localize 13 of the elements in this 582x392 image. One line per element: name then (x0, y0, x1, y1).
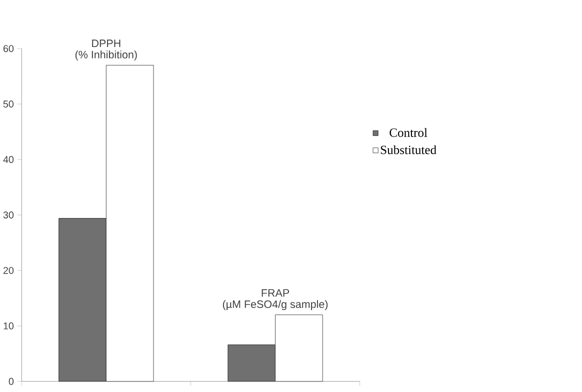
y-tick-label: 30 (3, 211, 14, 218)
annotation: (% Inhibition) (75, 50, 137, 60)
x-tick-label: FRAP (262, 289, 290, 297)
y-tick-label: 40 (3, 156, 14, 163)
x-tick-label: DPPH (92, 40, 120, 47)
legend-label: Control (390, 128, 428, 137)
y-tick-label: 50 (3, 100, 14, 108)
y-tick-label: 20 (3, 266, 14, 274)
annotation: (µM FeSO4/g sample) (222, 300, 328, 310)
legend-label: Substituted (380, 145, 436, 154)
y-tick-label: 10 (4, 322, 14, 330)
y-tick-label: 0 (8, 378, 14, 385)
y-tick-label: 60 (4, 45, 14, 52)
